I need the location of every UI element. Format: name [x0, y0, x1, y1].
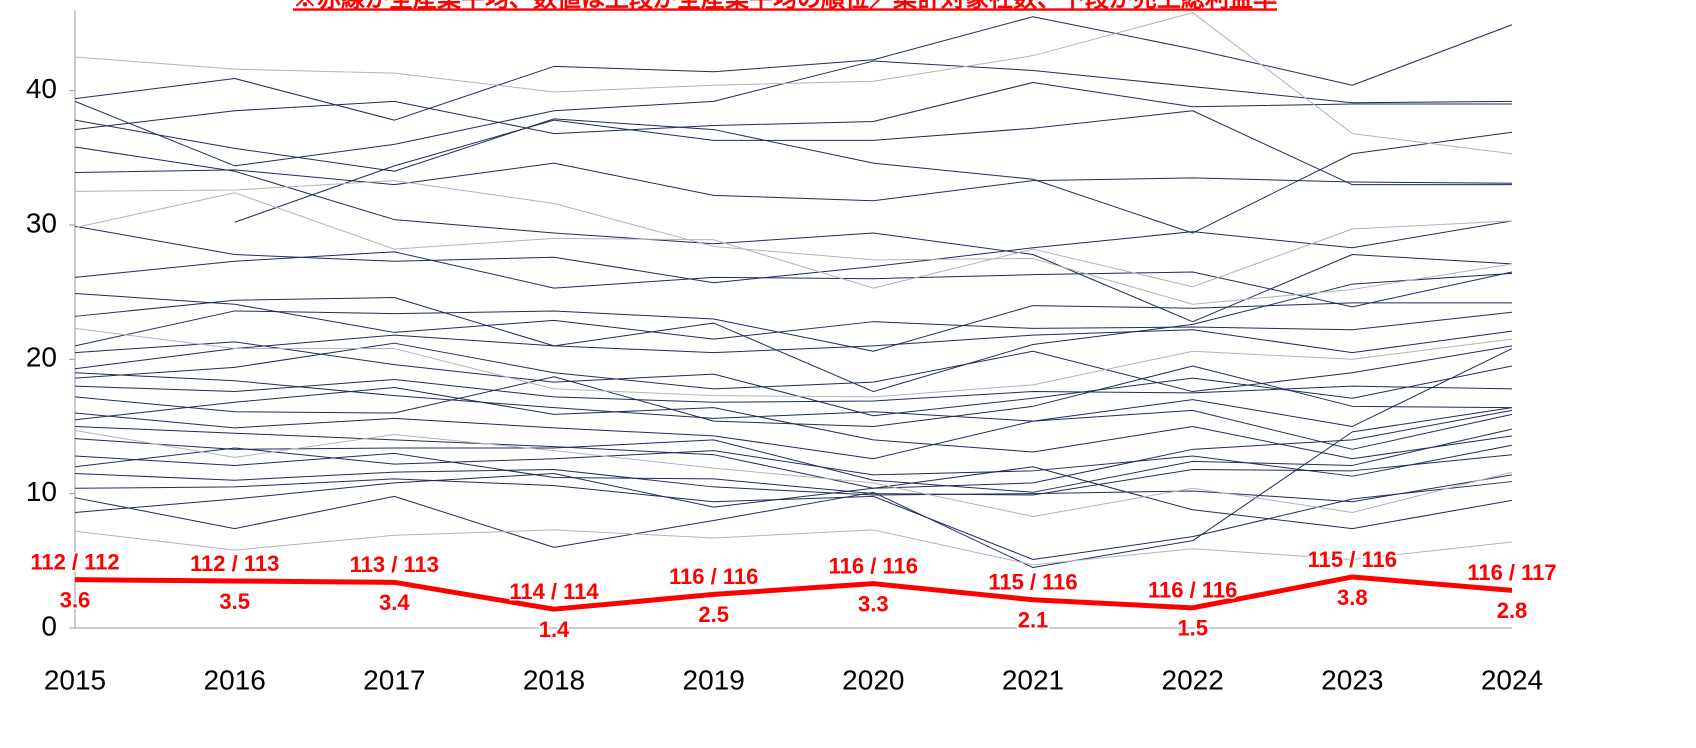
series-line	[74, 430, 1513, 517]
series-line	[74, 12, 1513, 155]
series-line	[74, 82, 1512, 135]
series-line	[74, 574, 1513, 612]
rank-label: 112 / 113	[190, 551, 279, 576]
series-line	[74, 60, 1513, 167]
value-label: 2.5	[698, 602, 729, 627]
series-line	[74, 341, 1513, 417]
value-label: 3.3	[858, 591, 889, 616]
series-line	[74, 16, 1513, 121]
value-label: 1.4	[539, 617, 570, 642]
value-label: 1.5	[1177, 616, 1208, 641]
x-tick-label: 2022	[1162, 664, 1224, 695]
series-line	[74, 466, 1513, 530]
value-label: 3.8	[1337, 585, 1368, 610]
series-line	[74, 146, 1513, 323]
value-label: 3.4	[379, 590, 410, 615]
series-line	[74, 444, 1513, 477]
x-tick-label: 2017	[363, 664, 425, 695]
rank-label: 116 / 116	[669, 564, 758, 589]
value-label: 3.6	[60, 587, 91, 612]
x-tick-label: 2019	[683, 664, 745, 695]
series-line	[74, 378, 1513, 403]
rank-label: 116 / 116	[829, 553, 918, 578]
value-label: 3.5	[219, 589, 250, 614]
series-line	[74, 468, 1513, 503]
series-line	[74, 292, 1513, 340]
y-tick-label: 20	[26, 342, 57, 373]
y-tick-label: 30	[26, 207, 57, 238]
series-line	[234, 110, 1512, 223]
value-label: 2.1	[1018, 608, 1049, 633]
series-line	[74, 251, 1513, 308]
series-line	[74, 409, 1513, 460]
rank-label: 116 / 117	[1467, 560, 1556, 585]
series-line	[74, 272, 1513, 393]
series-line	[74, 407, 1513, 569]
y-tick-label: 40	[26, 73, 57, 104]
x-tick-label: 2021	[1002, 664, 1064, 695]
x-tick-label: 2015	[44, 664, 106, 695]
rank-label: 113 / 113	[350, 552, 439, 577]
rank-label: 115 / 116	[1308, 547, 1397, 572]
series-line	[74, 302, 1512, 352]
series-line	[74, 220, 1513, 284]
rank-label: 114 / 114	[509, 579, 599, 604]
series-line	[74, 118, 1513, 234]
series-line	[74, 192, 1513, 289]
series-line	[74, 387, 1513, 460]
x-tick-label: 2016	[204, 664, 266, 695]
rank-label: 115 / 116	[988, 570, 1077, 595]
series-line	[74, 529, 1513, 566]
series-line	[74, 329, 1513, 370]
series-line	[74, 348, 1513, 427]
series-line	[74, 428, 1513, 493]
series-line	[74, 409, 1513, 489]
rank-label: 112 / 112	[30, 549, 119, 574]
series-line	[74, 327, 1513, 398]
series-line	[74, 162, 1513, 202]
chart-title: ※赤線が全産業平均、数値は上段が全産業平均の順位／集計対象社数、下段が売上総利益…	[293, 0, 1277, 12]
series-line	[74, 452, 1513, 496]
x-tick-label: 2018	[523, 664, 585, 695]
x-tick-label: 2024	[1481, 664, 1543, 695]
series-line	[74, 342, 1513, 393]
rank-label: 116 / 116	[1148, 578, 1237, 603]
value-label: 2.8	[1497, 598, 1528, 623]
y-tick-label: 10	[26, 476, 57, 507]
series-line	[74, 180, 1513, 305]
x-tick-label: 2023	[1321, 664, 1383, 695]
series-line	[74, 478, 1513, 560]
y-tick-label: 0	[41, 610, 57, 641]
x-tick-label: 2020	[842, 664, 904, 695]
